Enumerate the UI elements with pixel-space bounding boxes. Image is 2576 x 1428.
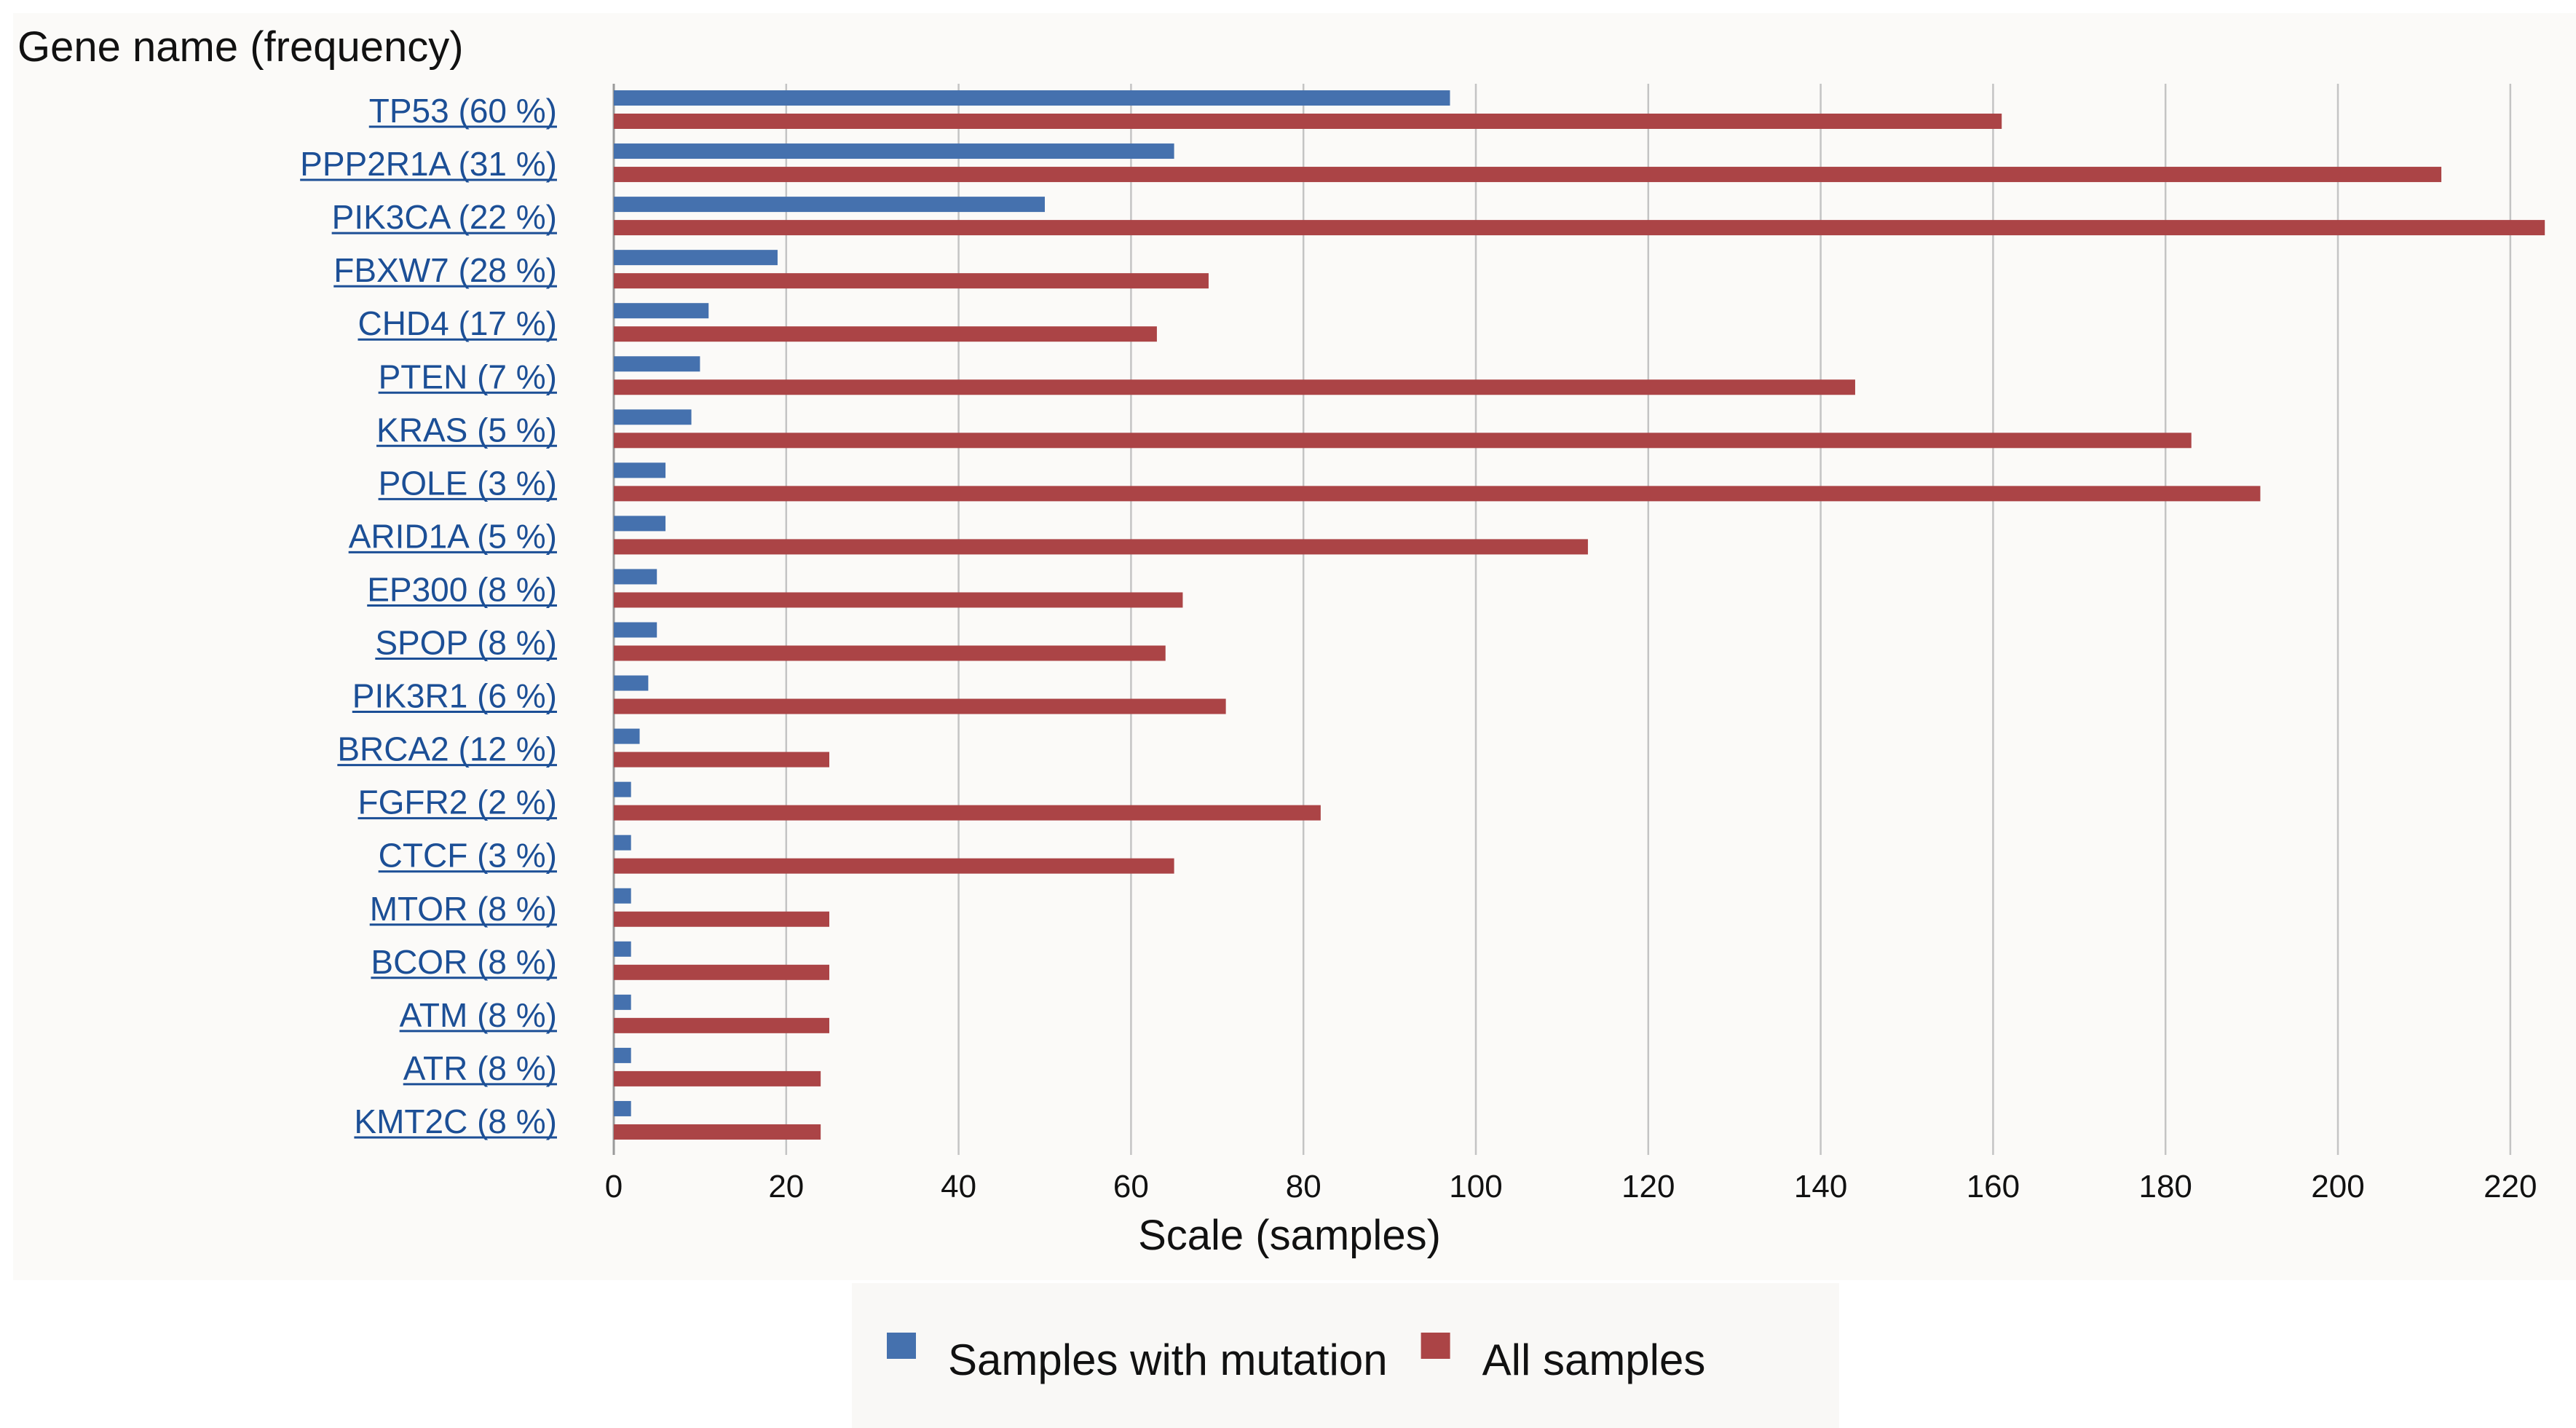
bar-mutation-9: [614, 569, 657, 585]
bar-mutation-14: [614, 835, 631, 851]
bar-all-6: [614, 433, 2192, 449]
gene-link-6[interactable]: KRAS (5 %): [376, 411, 557, 449]
legend-label-0: Samples with mutation: [948, 1336, 1388, 1384]
gene-link-19[interactable]: KMT2C (8 %): [354, 1102, 557, 1140]
legend-swatch-0: [887, 1333, 916, 1359]
bar-mutation-10: [614, 622, 657, 638]
bar-all-3: [614, 273, 1209, 289]
gene-link-3[interactable]: FBXW7 (28 %): [333, 251, 557, 289]
grid-lines: [612, 84, 2512, 1155]
bar-all-1: [614, 167, 2442, 183]
gene-link-18[interactable]: ATR (8 %): [403, 1049, 557, 1087]
bar-all-16: [614, 964, 829, 980]
x-tick-label: 80: [1286, 1169, 1321, 1204]
bars: [614, 90, 2545, 1140]
x-tick-label: 0: [605, 1169, 623, 1204]
bar-all-14: [614, 858, 1174, 874]
bar-all-11: [614, 698, 1226, 714]
gene-labels: TP53 (60 %) PPP2R1A (31 %) PIK3CA (22 %) FB…: [300, 92, 557, 1140]
bar-mutation-7: [614, 462, 666, 478]
bar-all-13: [614, 805, 1321, 821]
bar-mutation-0: [614, 90, 1450, 106]
bar-mutation-2: [614, 197, 1045, 213]
x-tick-label: 60: [1113, 1169, 1149, 1204]
bar-mutation-18: [614, 1047, 631, 1063]
gene-link-17[interactable]: ATM (8 %): [400, 996, 557, 1034]
bar-mutation-13: [614, 781, 631, 797]
bar-mutation-12: [614, 728, 640, 744]
gene-link-15[interactable]: MTOR (8 %): [370, 890, 557, 928]
gene-link-2[interactable]: PIK3CA (22 %): [332, 198, 557, 236]
x-tick-label: 200: [2311, 1169, 2364, 1204]
bar-all-5: [614, 379, 1855, 395]
bar-all-0: [614, 114, 2002, 129]
legend-swatch-1: [1421, 1333, 1450, 1359]
gene-link-4[interactable]: CHD4 (17 %): [357, 304, 557, 342]
gene-link-16[interactable]: BCOR (8 %): [371, 943, 557, 981]
x-tick-label: 220: [2484, 1169, 2537, 1204]
bar-all-7: [614, 486, 2261, 502]
x-tick-label: 40: [941, 1169, 976, 1204]
bar-mutation-16: [614, 941, 631, 957]
x-axis-title: Scale (samples): [1138, 1212, 1441, 1259]
bar-all-17: [614, 1017, 829, 1033]
bar-mutation-11: [614, 675, 649, 691]
gene-link-8[interactable]: ARID1A (5 %): [349, 517, 557, 555]
x-tick-label: 160: [1967, 1169, 2020, 1204]
bar-mutation-19: [614, 1100, 631, 1116]
bar-all-10: [614, 645, 1166, 661]
bar-mutation-15: [614, 888, 631, 904]
gene-link-9[interactable]: EP300 (8 %): [367, 570, 557, 608]
bar-all-8: [614, 539, 1588, 555]
bar-mutation-8: [614, 516, 666, 532]
x-tick-label: 180: [2138, 1169, 2192, 1204]
bar-all-15: [614, 911, 829, 927]
chart-title: Gene name (frequency): [17, 23, 464, 71]
legend: Samples with mutation All samples: [887, 1333, 1705, 1384]
bar-mutation-6: [614, 409, 692, 425]
gene-link-11[interactable]: PIK3R1 (6 %): [352, 677, 557, 715]
bar-all-12: [614, 752, 829, 768]
x-axis-ticks: 0 20 40 60 80 100 120 140 160 180 200 220: [605, 1169, 2537, 1204]
gene-link-12[interactable]: BRCA2 (12 %): [337, 730, 557, 768]
bar-mutation-3: [614, 250, 778, 266]
bar-mutation-5: [614, 356, 700, 372]
bar-mutation-4: [614, 303, 709, 319]
bar-all-9: [614, 592, 1183, 608]
bar-mutation-17: [614, 994, 631, 1010]
x-tick-label: 100: [1449, 1169, 1502, 1204]
gene-link-7[interactable]: POLE (3 %): [379, 464, 557, 502]
gene-link-13[interactable]: FGFR2 (2 %): [358, 784, 557, 821]
legend-panel: [852, 1283, 1839, 1428]
legend-label-1: All samples: [1482, 1336, 1706, 1384]
bar-all-4: [614, 326, 1157, 342]
bar-all-2: [614, 220, 2545, 236]
x-tick-label: 140: [1794, 1169, 1847, 1204]
bar-all-19: [614, 1124, 821, 1140]
bar-all-18: [614, 1070, 821, 1086]
gene-link-14[interactable]: CTCF (3 %): [379, 837, 557, 875]
x-tick-label: 120: [1621, 1169, 1675, 1204]
gene-link-1[interactable]: PPP2R1A (31 %): [300, 145, 557, 183]
gene-link-0[interactable]: TP53 (60 %): [369, 92, 557, 130]
x-tick-label: 20: [768, 1169, 804, 1204]
gene-link-5[interactable]: PTEN (7 %): [379, 358, 557, 395]
gene-link-10[interactable]: SPOP (8 %): [375, 624, 557, 662]
bar-mutation-1: [614, 143, 1174, 159]
